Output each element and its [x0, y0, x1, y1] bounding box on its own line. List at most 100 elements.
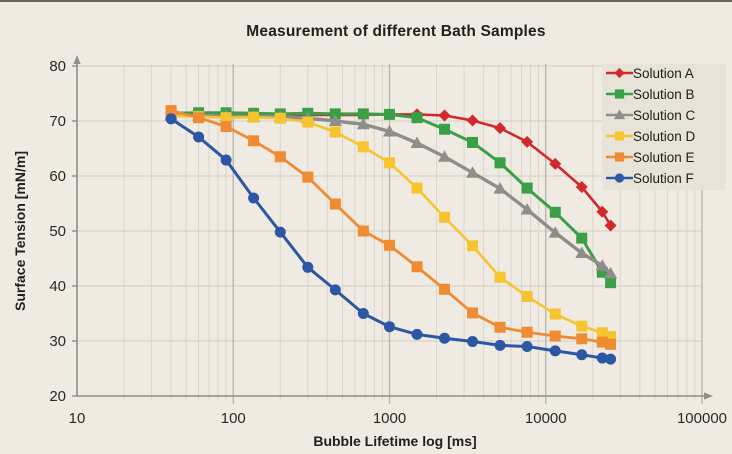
data-point-square	[576, 232, 588, 244]
data-point-square	[384, 108, 395, 120]
series-line	[169, 109, 612, 346]
data-point-circle	[193, 131, 205, 143]
data-point-square	[521, 290, 533, 302]
axes	[72, 55, 713, 400]
data-point-triangle	[548, 226, 562, 238]
legend: Solution A Solution B Solution C Solution D…	[602, 64, 726, 190]
data-point-diamond	[549, 157, 562, 170]
legend-box	[602, 64, 726, 190]
data-point-diamond	[521, 135, 534, 148]
data-point-square	[605, 331, 617, 343]
data-point-square	[494, 157, 506, 169]
data-point-circle	[411, 328, 423, 340]
data-point-square	[302, 171, 314, 183]
data-point-circle	[576, 349, 588, 361]
data-point-triangle	[604, 266, 618, 279]
y-tick-label: 50	[49, 223, 66, 240]
legend-item-solution-e: Solution E	[606, 150, 695, 165]
data-point-square	[220, 121, 232, 132]
data-point-square	[439, 211, 451, 223]
data-point-square	[521, 326, 533, 338]
data-point-triangle	[356, 117, 370, 130]
legend-label: Solution A	[633, 66, 694, 81]
data-point-square	[357, 141, 369, 153]
y-axis-arrow	[73, 55, 81, 64]
data-point-square	[467, 307, 479, 319]
data-point-circle	[384, 321, 395, 333]
data-point-circle	[220, 154, 232, 166]
data-point-square	[439, 283, 451, 295]
data-point-square	[302, 116, 314, 128]
data-point-square	[384, 239, 395, 251]
data-point-circle	[165, 113, 177, 125]
data-point-square	[329, 126, 341, 138]
data-point-circle	[521, 341, 533, 352]
data-point-triangle	[410, 136, 424, 148]
data-point-circle	[467, 336, 479, 348]
chart-title: Measurement of different Bath Samples	[246, 23, 545, 40]
data-point-square	[411, 182, 423, 194]
x-axis-arrow	[704, 392, 713, 400]
data-point-diamond	[614, 67, 625, 79]
data-point-square	[467, 136, 479, 148]
data-point-square	[357, 108, 369, 120]
y-tick-label: 80	[49, 58, 66, 75]
data-point-square	[614, 131, 625, 141]
y-tick-label: 30	[49, 333, 66, 350]
data-point-circle	[494, 339, 506, 351]
x-tick-label: 1000	[373, 410, 406, 427]
data-series	[164, 105, 618, 365]
legend-item-solution-a: Solution A	[606, 66, 694, 81]
series-solution-c	[164, 109, 618, 279]
data-point-circle	[357, 308, 369, 319]
data-point-triangle	[383, 124, 396, 137]
data-point-triangle	[613, 109, 626, 120]
y-tick-label: 40	[49, 278, 66, 295]
data-point-square	[467, 240, 479, 252]
data-point-triangle	[520, 203, 534, 215]
data-point-square	[329, 198, 341, 210]
data-point-square	[274, 112, 286, 124]
series-line	[169, 111, 613, 285]
tick-labels: 20 30 40 50 60 70 80 10 100 1000 10000 100000	[49, 58, 727, 427]
data-point-square	[596, 327, 608, 339]
data-point-square	[614, 89, 625, 99]
data-point-triangle	[493, 182, 507, 194]
legend-item-solution-d: Solution D	[606, 129, 696, 144]
data-point-diamond	[494, 122, 507, 135]
data-point-diamond	[466, 114, 479, 127]
data-point-square	[576, 320, 588, 332]
data-point-triangle	[595, 259, 609, 271]
data-point-triangle	[438, 150, 452, 162]
legend-label: Solution C	[633, 108, 696, 123]
legend-label: Solution E	[633, 150, 695, 165]
data-point-circle	[439, 332, 451, 344]
data-point-circle	[302, 261, 314, 273]
data-point-square	[521, 182, 533, 194]
data-point-square	[193, 112, 205, 124]
x-tick-label: 100	[221, 410, 246, 427]
data-point-circle	[549, 345, 561, 357]
data-point-square	[357, 225, 369, 237]
y-axis-title: Surface Tension [mN/m]	[12, 151, 28, 311]
data-point-square	[605, 338, 617, 350]
data-point-triangle	[466, 166, 480, 178]
data-point-square	[549, 308, 561, 320]
data-point-circle	[329, 284, 341, 296]
y-tick-label: 60	[49, 168, 66, 185]
data-point-square	[494, 271, 506, 283]
data-point-triangle	[575, 246, 589, 258]
series-solution-f	[165, 113, 617, 365]
y-tick-label: 20	[49, 388, 66, 405]
data-point-square	[411, 112, 423, 124]
data-point-square	[596, 266, 608, 278]
legend-item-solution-c: Solution C	[606, 108, 696, 123]
data-point-square	[614, 152, 625, 162]
data-point-circle	[614, 173, 625, 183]
data-point-square	[248, 135, 260, 147]
data-point-diamond	[438, 109, 451, 122]
data-point-square	[596, 336, 608, 348]
data-point-circle	[605, 353, 617, 365]
